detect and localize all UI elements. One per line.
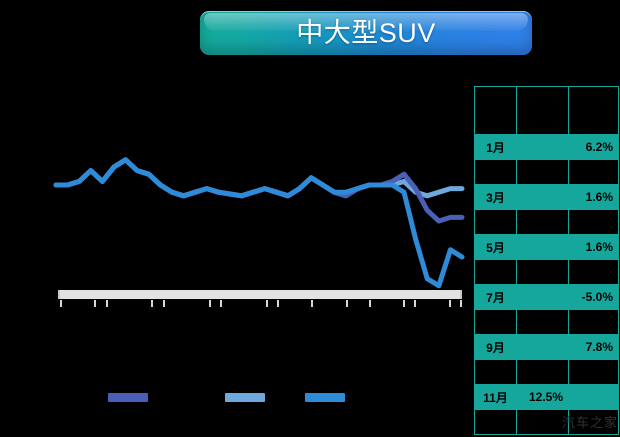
table-row[interactable]: 4月 xyxy=(474,209,619,235)
table-cell-volume xyxy=(516,284,569,310)
table-cell-month: 2月 xyxy=(474,159,517,185)
table-cell-month: 8月 xyxy=(474,309,517,335)
table-row[interactable]: 12月 xyxy=(474,409,619,435)
table-cell-month: 12月 xyxy=(474,409,517,435)
table-cell-month: 5月 xyxy=(474,234,517,260)
table-cell-volume xyxy=(516,184,569,210)
x-axis-tick xyxy=(448,300,451,307)
table-cell-month: 4月 xyxy=(474,209,517,235)
x-axis-tick xyxy=(162,300,165,307)
x-axis-bar xyxy=(58,290,462,299)
table-row[interactable]: 7月 -5.0% xyxy=(474,284,619,310)
table-cell-month: 6月 xyxy=(474,259,517,285)
chart-series-series-blue xyxy=(53,157,465,289)
x-axis-tick xyxy=(151,300,154,307)
table-cell-volume xyxy=(516,259,569,285)
table-cell-month: 11月 xyxy=(474,384,517,410)
chart-legend xyxy=(60,391,390,405)
x-axis-tick xyxy=(94,300,97,307)
table-cell-percent xyxy=(568,384,619,410)
table-cell-volume xyxy=(516,234,569,260)
x-axis-tick xyxy=(311,300,314,307)
table-cell-month: 3月 xyxy=(474,184,517,210)
table-cell-month: 1月 xyxy=(474,134,517,160)
monthly-data-table: 1月 6.2% 2月 3月 1.6% 4月 5月 1.6% 6月 7月 -5.0% 8月 9月 7.8% 1… xyxy=(474,86,619,435)
table-header-cell xyxy=(568,86,619,135)
chart-canvas xyxy=(53,157,465,289)
table-header-cell xyxy=(516,86,569,135)
table-cell-percent xyxy=(568,359,619,385)
table-cell-volume xyxy=(516,159,569,185)
table-cell-percent: 7.8% xyxy=(568,334,619,360)
table-row[interactable]: 1月 6.2% xyxy=(474,134,619,160)
legend-item-series-navy[interactable] xyxy=(108,391,153,403)
table-cell-percent xyxy=(568,259,619,285)
legend-item-series-light[interactable] xyxy=(225,391,270,403)
table-cell-volume xyxy=(516,334,569,360)
x-axis-tick xyxy=(414,300,417,307)
data-table-wrapper: 1月 6.2% 2月 3月 1.6% 4月 5月 1.6% 6月 7月 -5.0% 8月 9月 7.8% 1… xyxy=(474,86,619,435)
table-cell-volume xyxy=(516,359,569,385)
x-axis-tick xyxy=(368,300,371,307)
x-axis-tick xyxy=(345,300,348,307)
table-cell-volume xyxy=(516,134,569,160)
table-row[interactable]: 11月 12.5% xyxy=(474,384,619,410)
table-cell-month: 7月 xyxy=(474,284,517,310)
table-cell-percent: 1.6% xyxy=(568,184,619,210)
x-axis-tick xyxy=(402,300,405,307)
x-axis-tick xyxy=(265,300,268,307)
table-cell-percent: 6.2% xyxy=(568,134,619,160)
x-axis-tick xyxy=(220,300,222,307)
legend-item-series-blue[interactable] xyxy=(305,391,350,403)
line-chart xyxy=(52,128,466,314)
table-row[interactable]: 6月 xyxy=(474,259,619,285)
table-cell-volume: 12.5% xyxy=(516,384,569,410)
table-cell-volume xyxy=(516,209,569,235)
table-header-cell xyxy=(474,86,517,135)
table-row[interactable]: 10月 xyxy=(474,359,619,385)
table-cell-percent: 1.6% xyxy=(568,234,619,260)
table-cell-month: 10月 xyxy=(474,359,517,385)
table-row[interactable]: 8月 xyxy=(474,309,619,335)
table-cell-percent xyxy=(568,159,619,185)
table-row[interactable]: 9月 7.8% xyxy=(474,334,619,360)
table-cell-percent xyxy=(568,309,619,335)
table-row[interactable]: 3月 1.6% xyxy=(474,184,619,210)
table-cell-volume xyxy=(516,309,569,335)
page-title: 中大型SUV xyxy=(296,18,436,48)
table-cell-volume xyxy=(516,409,569,435)
watermark: 汽车之家 xyxy=(562,415,619,430)
x-axis-tick xyxy=(460,300,462,307)
legend-swatch-icon xyxy=(108,392,148,402)
table-cell-month: 9月 xyxy=(474,334,517,360)
x-axis-tick xyxy=(60,300,62,307)
table-row[interactable]: 5月 1.6% xyxy=(474,234,619,260)
x-axis-tick xyxy=(277,300,280,307)
table-cell-percent: -5.0% xyxy=(568,284,619,310)
x-axis-tick xyxy=(208,300,211,307)
x-axis-tick xyxy=(105,300,108,307)
table-cell-percent xyxy=(568,209,619,235)
title-banner: 中大型SUV xyxy=(200,11,532,55)
table-row[interactable]: 2月 xyxy=(474,159,619,185)
table-header-row xyxy=(474,86,619,135)
legend-swatch-icon xyxy=(225,392,265,402)
legend-swatch-icon xyxy=(305,392,345,402)
table-cell-percent xyxy=(568,409,619,435)
